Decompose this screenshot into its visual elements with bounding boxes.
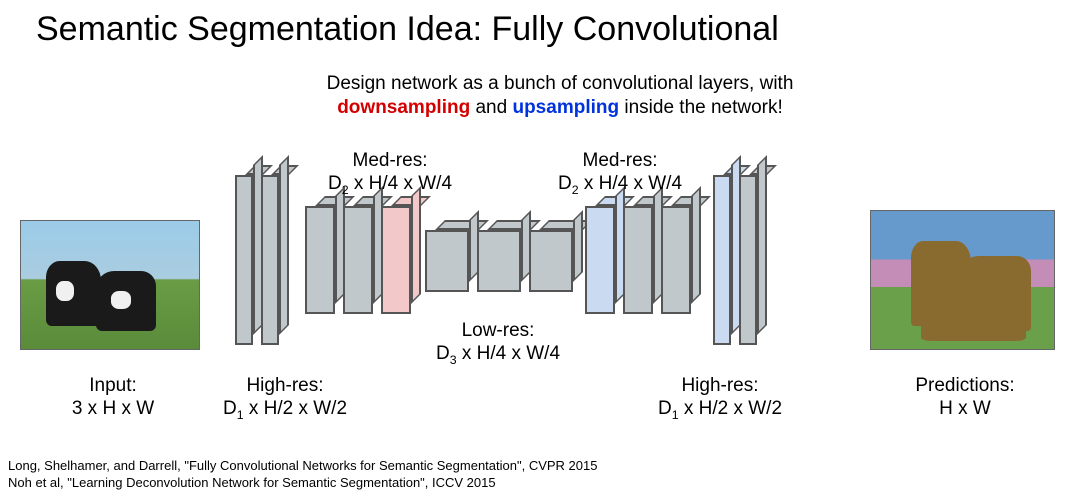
slide-title: Semantic Segmentation Idea: Fully Convol… — [36, 10, 779, 49]
highres-right-label: High-res: D1 x H/2 x W/2 — [640, 375, 800, 422]
pred-label: Predictions: H x W — [880, 375, 1050, 421]
lowres-title: Low-res: — [462, 320, 535, 341]
medres-right-label: Med-res: D2 x H/4 x W/4 — [540, 150, 700, 197]
highres-d-pre: D — [658, 398, 672, 419]
input-label-title: Input: — [89, 375, 137, 396]
slide-subtitle: Design network as a bunch of convolution… — [280, 72, 840, 120]
box-front — [739, 175, 757, 345]
conv-layer-box — [739, 175, 757, 345]
pred-cow-shape — [921, 306, 1026, 341]
box-front — [585, 206, 615, 314]
lowres-d-sub: 3 — [450, 353, 457, 367]
medres-title: Med-res: — [353, 150, 428, 171]
citations: Long, Shelhamer, and Darrell, "Fully Con… — [8, 457, 597, 492]
box-front — [235, 175, 253, 345]
highres-title: High-res: — [246, 375, 323, 396]
pred-label-dims: H x W — [939, 398, 991, 419]
highres-d-post: x H/2 x W/2 — [244, 398, 347, 419]
box-side — [411, 186, 421, 304]
box-front — [477, 230, 521, 292]
input-cow-spot — [111, 291, 131, 309]
box-front — [305, 206, 335, 314]
citation-1: Long, Shelhamer, and Darrell, "Fully Con… — [8, 457, 597, 475]
medres-d-post: x H/4 x W/4 — [579, 173, 682, 194]
box-top — [435, 220, 489, 230]
box-top — [487, 220, 541, 230]
input-image — [20, 220, 200, 350]
box-side — [279, 155, 289, 335]
subtitle-post: inside the network! — [619, 97, 783, 118]
conv-layer-box — [661, 206, 691, 314]
box-side — [757, 155, 767, 335]
box-front — [425, 230, 469, 292]
subtitle-pre: Design network as a bunch of convolution… — [327, 73, 794, 94]
subtitle-mid: and — [470, 97, 512, 118]
subtitle-downsampling: downsampling — [337, 97, 470, 118]
conv-layer-box — [529, 230, 573, 292]
highres-d-pre: D — [223, 398, 237, 419]
medres-d-post: x H/4 x W/4 — [349, 173, 452, 194]
conv-layer-box — [713, 175, 731, 345]
medres-d-pre: D — [328, 173, 342, 194]
citation-2: Noh et al, "Learning Deconvolution Netwo… — [8, 474, 597, 492]
conv-layer-box — [343, 206, 373, 314]
highres-d-post: x H/2 x W/2 — [679, 398, 782, 419]
conv-layer-box — [425, 230, 469, 292]
highres-left-label: High-res: D1 x H/2 x W/2 — [205, 375, 365, 422]
pred-label-title: Predictions: — [915, 375, 1014, 396]
highres-d-sub: 1 — [672, 408, 679, 422]
lowres-label: Low-res: D3 x H/4 x W/4 — [418, 320, 578, 367]
conv-layer-box — [381, 206, 411, 314]
highres-d-sub: 1 — [237, 408, 244, 422]
medres-d-pre: D — [558, 173, 572, 194]
conv-layer-box — [477, 230, 521, 292]
highres-title: High-res: — [681, 375, 758, 396]
medres-d-sub: 2 — [342, 183, 349, 197]
lowres-d-post: x H/4 x W/4 — [457, 343, 560, 364]
conv-layer-box — [305, 206, 335, 314]
medres-left-label: Med-res: D2 x H/4 x W/4 — [310, 150, 470, 197]
conv-layer-box — [235, 175, 253, 345]
box-front — [261, 175, 279, 345]
medres-d-sub: 2 — [572, 183, 579, 197]
conv-layer-box — [623, 206, 653, 314]
box-side — [691, 186, 701, 304]
box-side — [573, 210, 583, 282]
subtitle-upsampling: upsampling — [512, 97, 619, 118]
medres-title: Med-res: — [583, 150, 658, 171]
box-front — [661, 206, 691, 314]
conv-layer-box — [585, 206, 615, 314]
box-front — [381, 206, 411, 314]
box-front — [529, 230, 573, 292]
box-front — [713, 175, 731, 345]
box-front — [623, 206, 653, 314]
conv-layer-box — [261, 175, 279, 345]
input-label-dims: 3 x H x W — [72, 398, 154, 419]
box-front — [343, 206, 373, 314]
lowres-d-pre: D — [436, 343, 450, 364]
prediction-image — [870, 210, 1055, 350]
input-cow-spot — [56, 281, 74, 301]
input-label: Input: 3 x H x W — [48, 375, 178, 421]
